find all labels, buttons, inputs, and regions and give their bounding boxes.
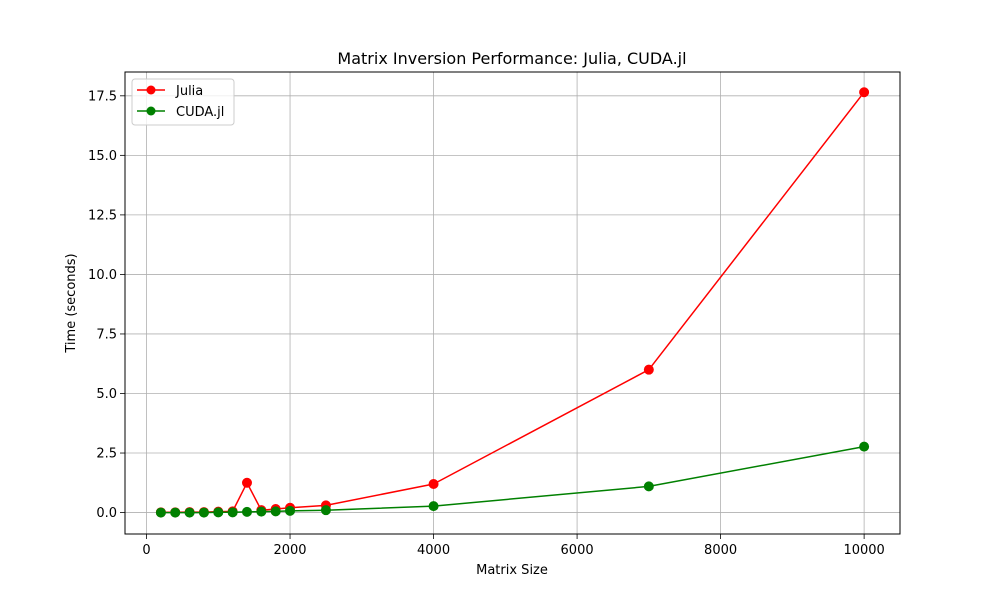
y-tick-label: 0.0 (96, 506, 117, 521)
x-tick-label: 6000 (561, 543, 594, 558)
data-point-cuda-jl (184, 507, 195, 518)
data-point-cuda-jl (256, 506, 267, 517)
data-point-cuda-jl (428, 501, 439, 512)
data-point-cuda-jl (241, 506, 252, 517)
axis-ticks: 0 2000 4000 6000 8000 10000 0.0 2.5 5.0 7.5 10.0 12… (88, 89, 885, 558)
data-point-cuda-jl (170, 507, 181, 518)
data-point-cuda-jl (643, 481, 654, 492)
data-point-julia (643, 364, 654, 375)
data-point-cuda-jl (859, 441, 870, 452)
y-axis-label: Time (seconds) (64, 253, 79, 353)
data-point-julia (859, 87, 870, 98)
data-point-julia (428, 478, 439, 489)
data-point-cuda-jl (285, 505, 296, 516)
y-tick-label: 10.0 (88, 268, 117, 283)
x-axis-label: Matrix Size (476, 563, 548, 578)
data-point-cuda-jl (270, 506, 281, 517)
x-tick-label: 0 (142, 543, 150, 558)
x-tick-label: 8000 (704, 543, 737, 558)
plot-frame (124, 71, 901, 535)
series-layer (155, 87, 870, 518)
legend-julia-label: Julia (175, 84, 203, 99)
data-point-cuda-jl (320, 505, 331, 516)
y-tick-label: 12.5 (88, 208, 117, 223)
legend-cuda-marker (146, 106, 156, 116)
data-point-cuda-jl (213, 507, 224, 518)
data-point-cuda-jl (198, 507, 209, 518)
chart-title: Matrix Inversion Performance: Julia, CUD… (337, 49, 686, 68)
legend-cuda-label: CUDA.jl (176, 105, 224, 120)
y-tick-label: 17.5 (88, 89, 117, 104)
grid (125, 72, 900, 534)
data-point-cuda-jl (227, 507, 238, 518)
data-point-julia (241, 477, 252, 488)
legend: Julia CUDA.jl (131, 78, 235, 126)
x-tick-label: 2000 (273, 543, 306, 558)
data-point-cuda-jl (155, 507, 166, 518)
x-tick-label: 4000 (417, 543, 450, 558)
legend-julia-marker (146, 85, 156, 95)
y-tick-label: 15.0 (88, 149, 117, 164)
y-tick-label: 7.5 (96, 327, 117, 342)
y-tick-label: 2.5 (96, 447, 117, 462)
y-tick-label: 5.0 (96, 387, 117, 402)
x-tick-label: 10000 (843, 543, 884, 558)
